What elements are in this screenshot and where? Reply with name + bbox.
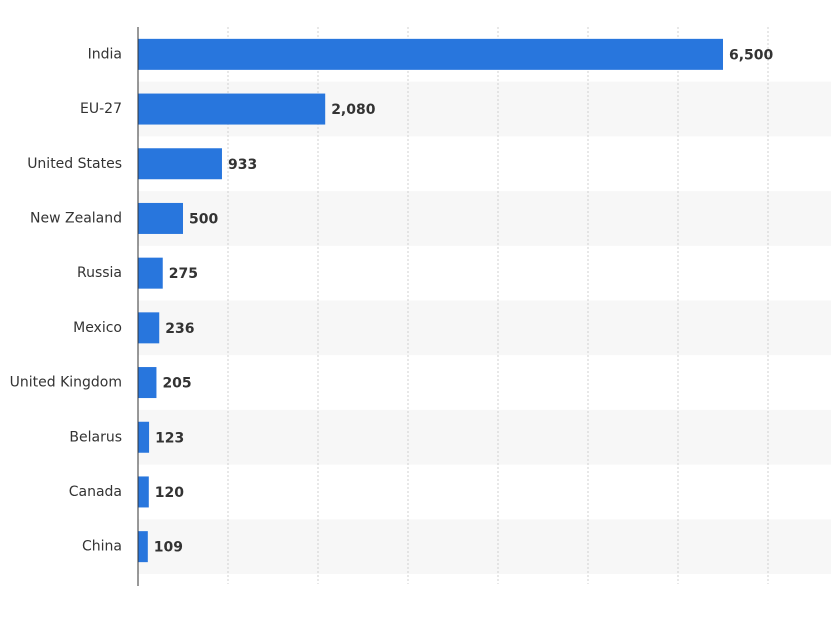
row-band (138, 409, 831, 465)
row-band (138, 300, 831, 356)
category-label: United Kingdom (10, 375, 122, 391)
category-label: Canada (69, 484, 122, 500)
category-label: New Zealand (30, 210, 122, 226)
bar (138, 312, 160, 344)
category-label: Belarus (69, 429, 122, 445)
value-label: 123 (155, 430, 184, 446)
category-label: India (88, 46, 122, 62)
value-label: 236 (165, 321, 194, 337)
category-label: Mexico (73, 320, 122, 336)
value-label: 205 (162, 376, 191, 392)
value-label: 933 (228, 157, 257, 173)
row-band (138, 191, 831, 246)
bar (138, 476, 149, 508)
value-label: 120 (155, 485, 184, 501)
category-label: Russia (77, 265, 122, 281)
value-label: 2,080 (331, 102, 376, 118)
bar (138, 257, 163, 289)
value-label: 6,500 (729, 47, 774, 63)
value-label: 109 (154, 540, 183, 556)
category-label: China (82, 539, 122, 555)
bar (138, 531, 148, 563)
bar (138, 38, 723, 70)
bar (138, 93, 326, 125)
value-label: 275 (169, 266, 198, 282)
value-label: 500 (189, 211, 218, 227)
row-band (138, 519, 831, 574)
bar (138, 148, 222, 180)
bar (138, 202, 183, 234)
bar (138, 421, 150, 453)
bar (138, 367, 157, 399)
category-label: EU-27 (80, 101, 122, 117)
category-label: United States (27, 156, 122, 172)
